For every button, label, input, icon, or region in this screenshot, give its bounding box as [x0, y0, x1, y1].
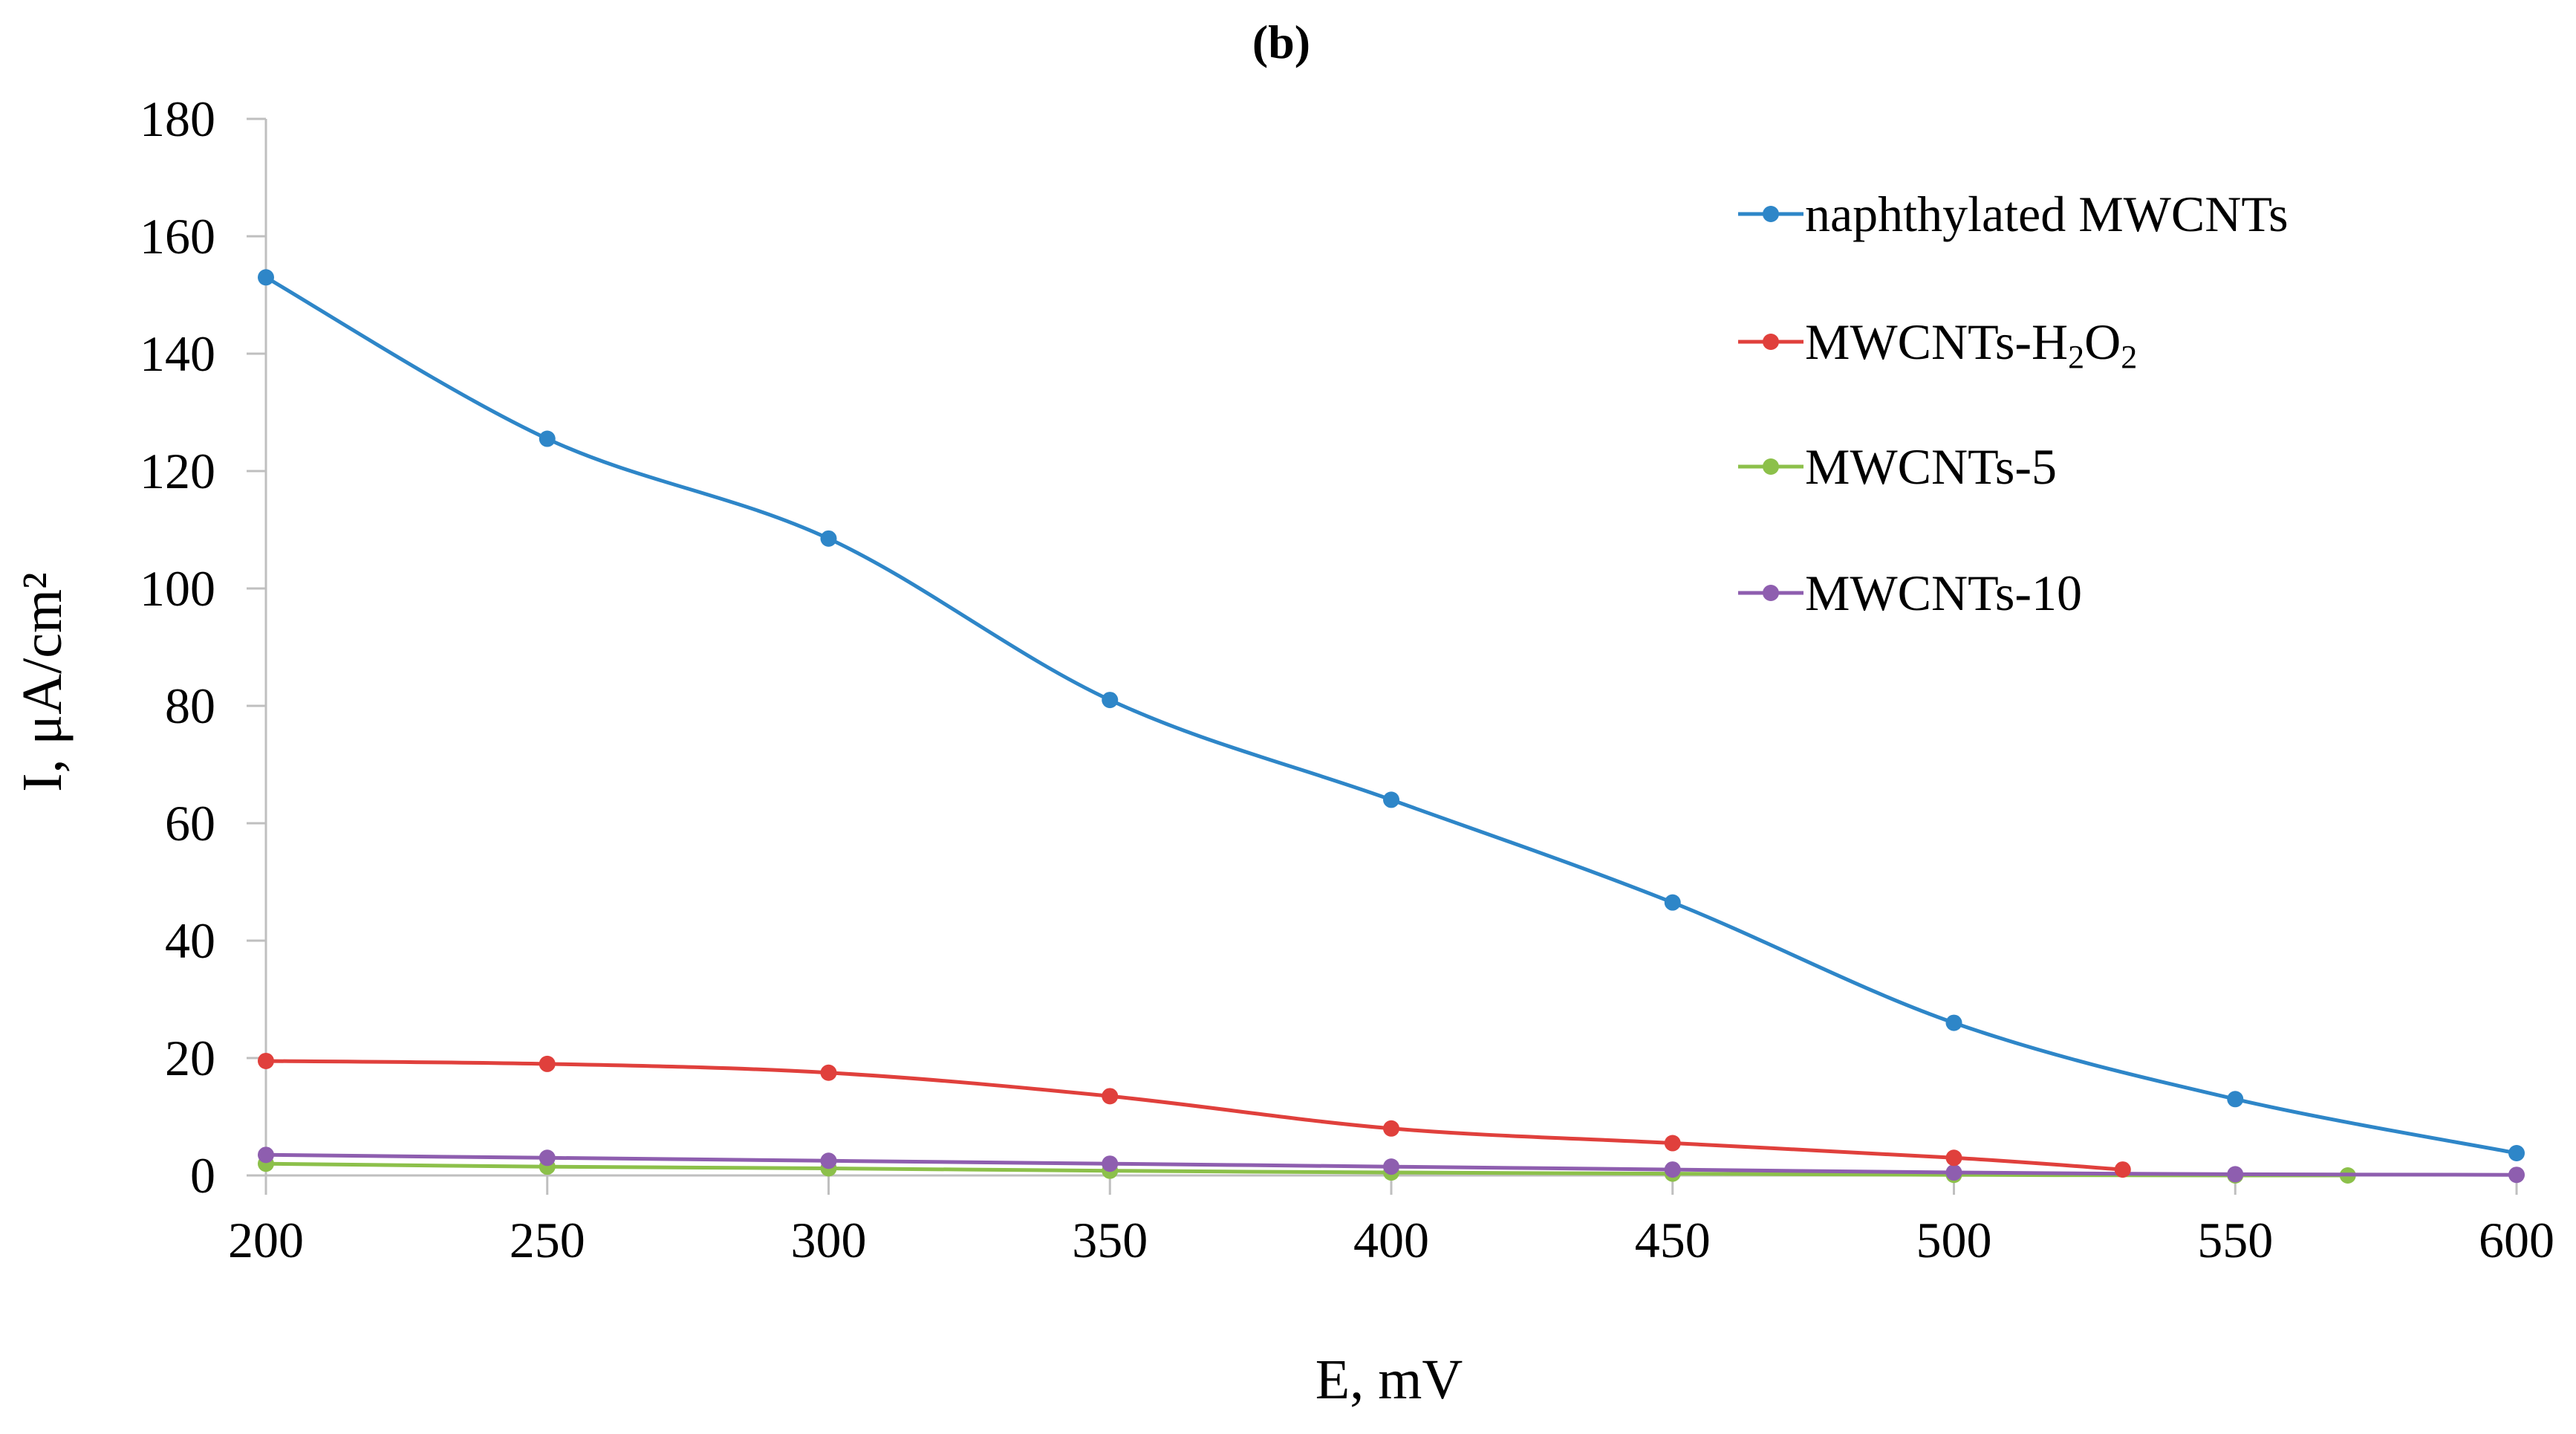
y-tick-label: 40: [165, 912, 215, 969]
data-point: [1383, 1120, 1399, 1137]
data-point: [820, 1064, 837, 1081]
legend-item: MWCNTs-H2O2: [1738, 314, 2137, 375]
legend-label: MWCNTs-10: [1805, 565, 2082, 621]
y-tick-label: 180: [140, 91, 215, 147]
data-point: [2508, 1144, 2525, 1161]
data-point: [1102, 1088, 1119, 1105]
data-point: [820, 1152, 837, 1169]
y-tick-label: 140: [140, 325, 215, 382]
y-tick-label: 120: [140, 443, 215, 499]
data-point: [1383, 1158, 1399, 1175]
legend-item: MWCNTs-5: [1738, 438, 2057, 495]
y-tick-label: 160: [140, 208, 215, 265]
series-mwcnts-10: [258, 1146, 2525, 1184]
data-point: [539, 1149, 556, 1167]
x-tick-label: 600: [2479, 1212, 2554, 1268]
legend-point-marker: [1763, 334, 1779, 350]
series-naphthylated-mwcnts: [258, 269, 2525, 1161]
data-point: [820, 530, 837, 547]
legend-point-marker: [1763, 458, 1779, 475]
data-point: [1945, 1164, 1962, 1181]
series-layer: [258, 269, 2525, 1184]
y-tick-label: 80: [165, 678, 215, 734]
x-tick-label: 550: [2197, 1212, 2273, 1268]
series-line: [265, 1059, 2123, 1172]
chart-title: (b): [1252, 16, 1310, 68]
x-tick-label: 500: [1916, 1212, 1992, 1268]
series-mwcnts-h2o2: [258, 1052, 2131, 1178]
legend-point-marker: [1763, 206, 1779, 222]
data-point: [258, 1146, 274, 1164]
data-point: [1102, 1155, 1119, 1172]
data-point: [1102, 692, 1119, 709]
data-point: [258, 1052, 274, 1069]
legend-label: naphthylated MWCNTs: [1805, 186, 2289, 242]
y-tick-label: 20: [165, 1030, 215, 1086]
legend: naphthylated MWCNTs MWCNTs-H2O2 MWCNTs-5 MW…: [1738, 186, 2289, 621]
x-tick-label: 300: [791, 1212, 867, 1268]
y-axis: 0 20 40 60 80 100 120 140 160 180: [140, 91, 267, 1204]
legend-label: MWCNTs-5: [1805, 438, 2057, 495]
legend-item: MWCNTs-10: [1738, 565, 2082, 621]
x-tick-label: 250: [510, 1212, 585, 1268]
y-tick-label: 0: [190, 1147, 215, 1204]
data-point: [1664, 1161, 1681, 1178]
y-tick-label: 100: [140, 560, 215, 617]
series-line: [264, 276, 2517, 1155]
data-point: [1945, 1149, 1962, 1167]
x-tick-label: 200: [228, 1212, 304, 1268]
x-tick-label: 400: [1353, 1212, 1429, 1268]
x-axis: 200 250 300 350 400 450 500 550 600: [228, 1174, 2554, 1268]
data-point: [539, 430, 556, 447]
data-point: [2227, 1091, 2244, 1108]
data-point: [2227, 1166, 2244, 1183]
y-tick-label: 60: [165, 795, 215, 851]
legend-point-marker: [1763, 585, 1779, 601]
x-tick-label: 450: [1635, 1212, 1711, 1268]
data-point: [1664, 1135, 1681, 1152]
data-point: [1664, 894, 1681, 911]
data-point: [1383, 791, 1399, 808]
x-axis-title: E, mV: [1315, 1349, 1463, 1411]
data-point: [539, 1055, 556, 1072]
legend-label: MWCNTs-H2O2: [1805, 314, 2137, 375]
data-point: [2508, 1167, 2525, 1184]
data-point: [258, 269, 274, 286]
y-axis-title: I, μA/cm²: [11, 572, 74, 792]
data-point: [2114, 1161, 2131, 1178]
legend-item: naphthylated MWCNTs: [1738, 186, 2289, 242]
x-tick-label: 350: [1072, 1212, 1148, 1268]
data-point: [1945, 1014, 1962, 1031]
